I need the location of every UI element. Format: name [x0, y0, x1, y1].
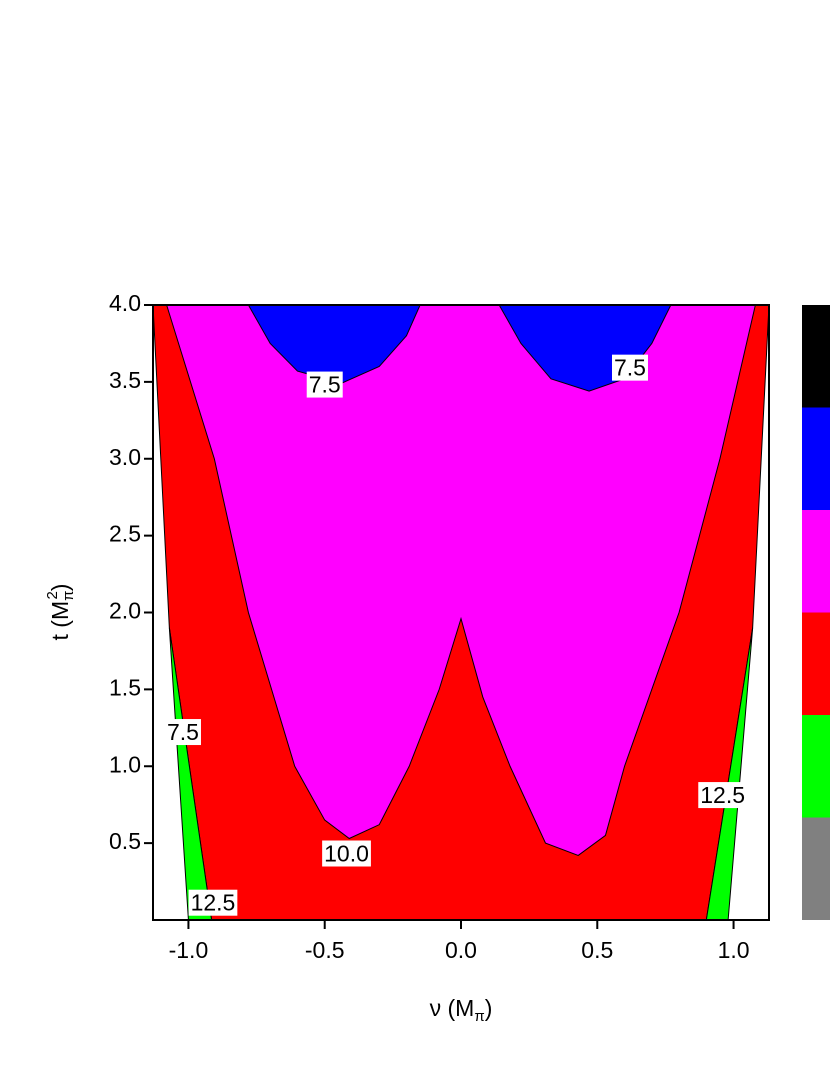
label-part: ν (M	[430, 995, 475, 1021]
label-part: 2	[44, 591, 61, 599]
y-tick-label: 1.5	[109, 674, 141, 700]
y-tick-label: 2.5	[109, 521, 141, 547]
contour-region	[165, 304, 757, 856]
x-tick-label: 0.0	[445, 937, 477, 963]
contour-label-box	[164, 719, 201, 746]
y-tick-label: 2.0	[109, 598, 141, 624]
contour-label-text: 7.5	[614, 355, 646, 381]
label-part: t (M	[47, 601, 73, 641]
contour-label-text: 10.0	[324, 841, 369, 867]
contour-label-text: 12.5	[700, 782, 745, 808]
contour-label: 12.5	[698, 782, 748, 809]
label-part: π	[60, 591, 77, 601]
contour-label-text: 12.5	[191, 890, 236, 916]
colorbar-segment	[802, 305, 830, 408]
contour-region	[247, 304, 421, 384]
colorbar-segment	[802, 510, 830, 613]
label-part: )	[47, 584, 73, 592]
y-tick-label: 3.0	[109, 444, 141, 470]
y-axis-label: t (Mπ2)	[44, 584, 77, 641]
contour-label-text: 7.5	[309, 372, 341, 398]
y-tick-label: 1.0	[109, 751, 141, 777]
x-tick-label: -0.5	[305, 937, 345, 963]
contour-label: 7.5	[306, 371, 343, 398]
contour-label: 10.0	[322, 840, 371, 867]
contour-label: 7.5	[611, 354, 648, 381]
plot-area: 7.5 7.5 7.5 10.0 12.5 12.5	[152, 304, 770, 921]
contour-label-box	[306, 371, 343, 398]
contour-label-box	[188, 889, 238, 916]
x-axis-label: ν (Mπ)	[430, 995, 493, 1025]
contour-label-box	[611, 354, 648, 381]
contour-label: 12.5	[188, 889, 238, 916]
contour-label-box	[698, 782, 748, 809]
x-tick-label: -1.0	[169, 937, 209, 963]
x-tick-label: 0.5	[581, 937, 613, 963]
x-tick-label: 1.0	[718, 937, 750, 963]
colorbar-segment	[802, 612, 830, 715]
contour-label-box	[322, 840, 371, 867]
y-tick-label: 4.0	[109, 290, 141, 316]
colorbar-segment	[802, 407, 830, 510]
colorbar-segment	[802, 715, 830, 818]
colorbar-segment	[802, 817, 830, 920]
y-tick-label: 0.5	[109, 828, 141, 854]
contour-label-text: 7.5	[167, 719, 199, 745]
contour-label: 7.5	[164, 719, 201, 746]
label-part: )	[485, 995, 493, 1021]
label-part: π	[474, 1008, 484, 1025]
y-tick-label: 3.5	[109, 367, 141, 393]
